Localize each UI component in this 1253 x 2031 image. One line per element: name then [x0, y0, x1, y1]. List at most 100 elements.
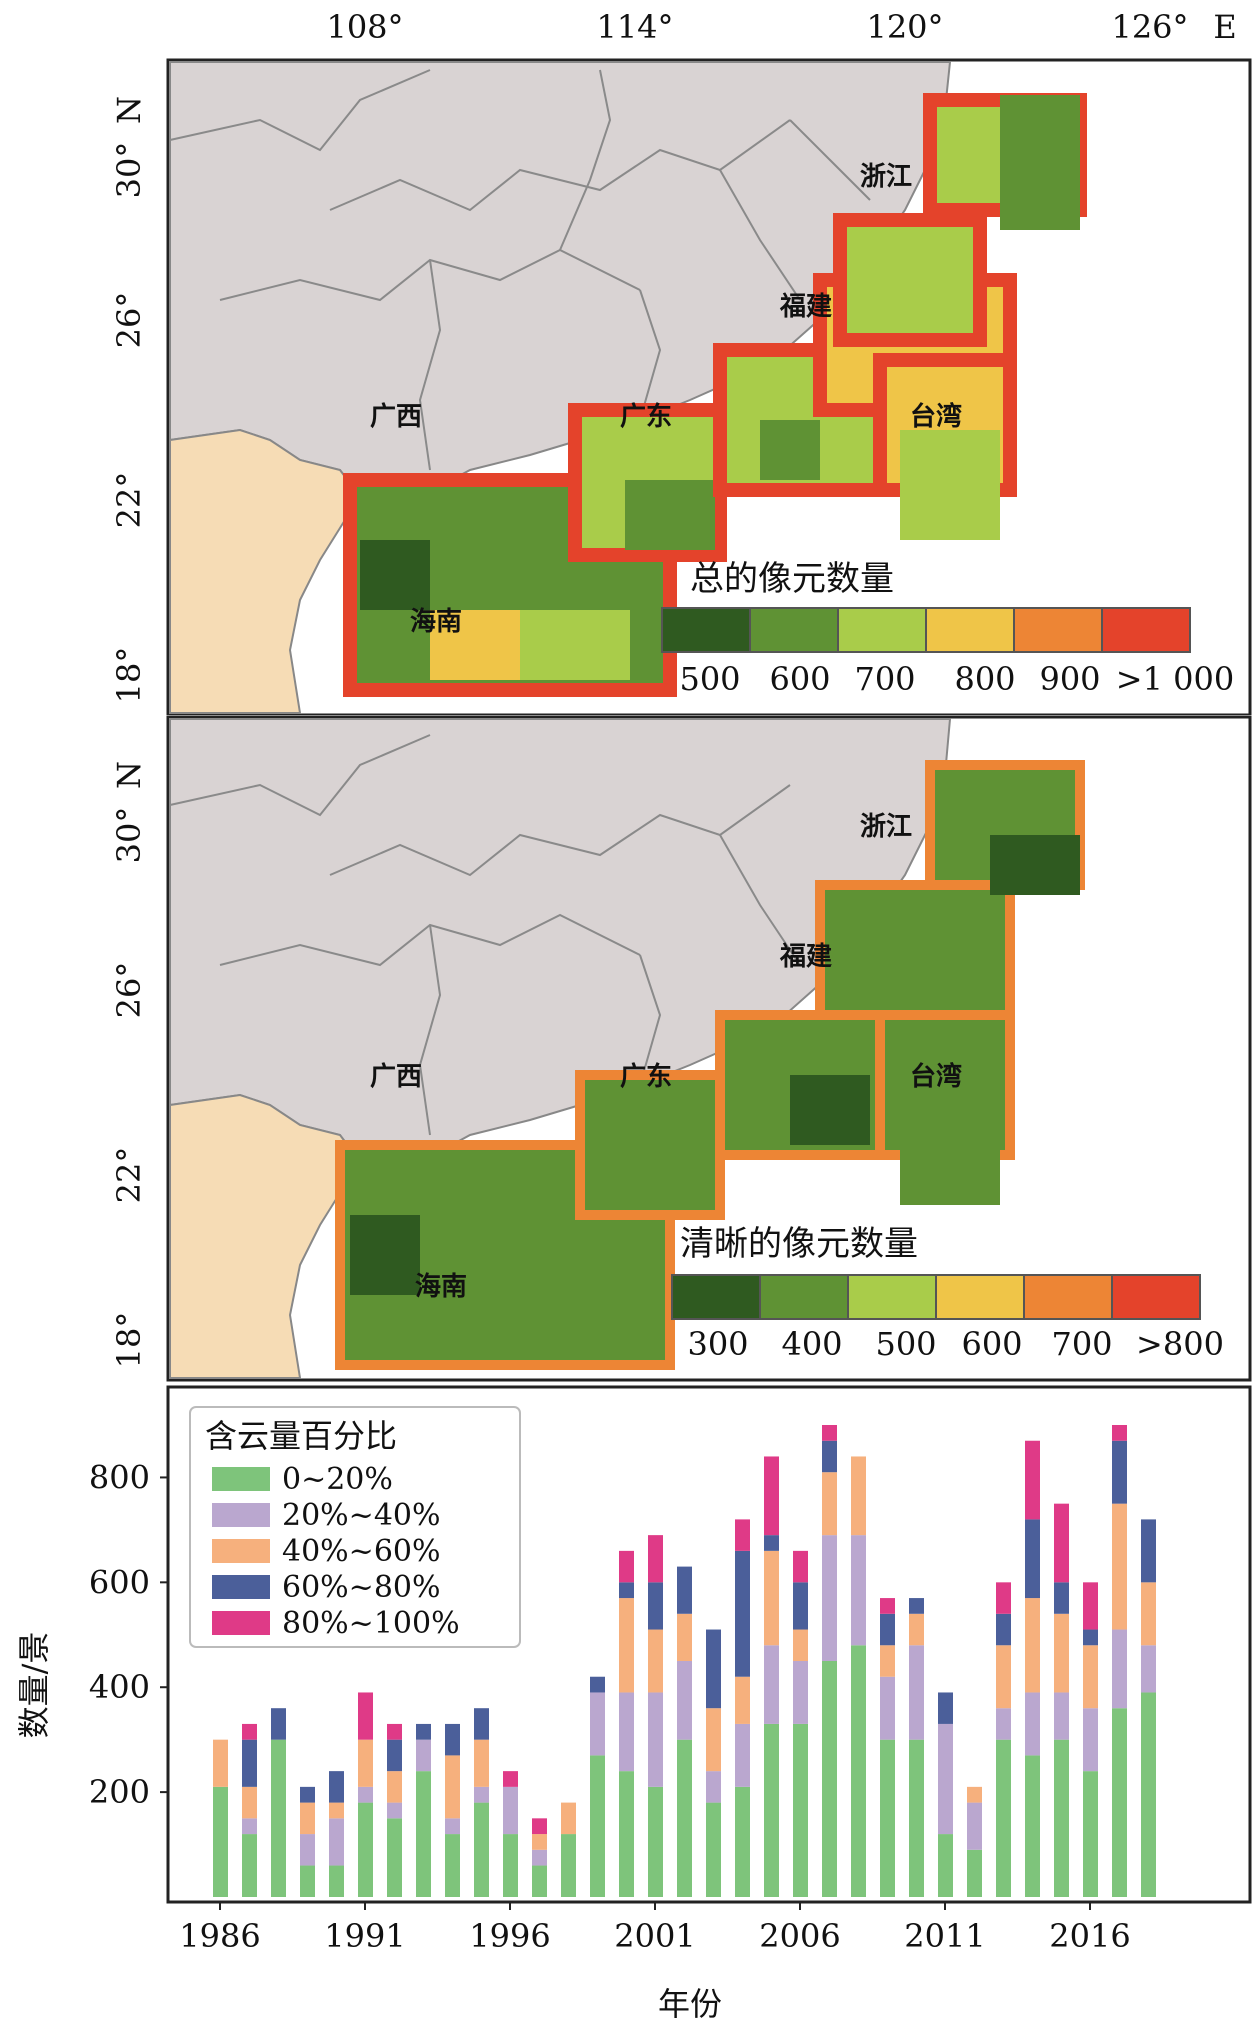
province-label-hainan: 海南 [415, 1272, 467, 1302]
bar-segment [1054, 1692, 1069, 1740]
bar-segment [764, 1550, 779, 1646]
bar-segment [1083, 1582, 1098, 1630]
bar-segment [358, 1739, 373, 1787]
bar-segment [938, 1692, 953, 1724]
bar-segment [706, 1708, 721, 1772]
bar-segment [1141, 1519, 1156, 1583]
bar-segment [735, 1786, 750, 1897]
bar-segment [445, 1755, 460, 1819]
bar-segment [880, 1676, 895, 1740]
bar-segment [996, 1708, 1011, 1740]
lat-tick-label: 26° [110, 292, 148, 349]
bar-segment [416, 1723, 431, 1740]
bar-segment [735, 1676, 750, 1724]
landsat-tiles [343, 93, 1087, 697]
province-label-guangxi: 广西 [370, 1062, 422, 1092]
bar-segment [793, 1661, 808, 1724]
legend-entry: 20%~40% [282, 1498, 441, 1533]
province-label-guangdong: 广东 [620, 1061, 672, 1092]
bar-segment [358, 1802, 373, 1897]
bar-segment [1025, 1755, 1040, 1897]
cloud-cover-stacked-bar-chart: 200 400 600 800 1986 1991 1996 2001 2006 2011 201… [15, 1385, 1252, 2023]
legend-label: 600 [961, 1325, 1022, 1363]
bar-segment [1141, 1692, 1156, 1897]
bar-segment [242, 1723, 257, 1740]
landsat-tiles [335, 760, 1085, 1370]
bar-segment [242, 1834, 257, 1897]
lat-ticks: N 30° 26° 22° 18° [110, 761, 148, 1368]
bar-segment [967, 1802, 982, 1850]
bar-segment [213, 1739, 228, 1787]
bar-segment [880, 1613, 895, 1646]
y-axis-label: 数量/景 [15, 1632, 53, 1739]
legend-color-box [1101, 607, 1191, 653]
lat-tick-label: 22° [110, 472, 148, 529]
bar-segment [474, 1739, 489, 1787]
legend-entry: 0~20% [282, 1462, 393, 1497]
bar-segment [445, 1818, 460, 1835]
legend-entry: 60%~80% [282, 1570, 441, 1605]
bar-segment [648, 1786, 663, 1897]
legend-color-box [671, 1274, 761, 1320]
bar-segment [503, 1834, 518, 1897]
province-label-fujian: 福建 [779, 942, 832, 972]
bar-segment [1054, 1582, 1069, 1614]
bar-segment [1054, 1739, 1069, 1897]
bar-segment [793, 1550, 808, 1583]
bar-segment [358, 1692, 373, 1740]
bar-segment [677, 1661, 692, 1740]
bar-segment [271, 1708, 286, 1740]
bar-segment [1083, 1771, 1098, 1897]
bar-segment [648, 1535, 663, 1583]
lat-tick-label: 30° [110, 807, 148, 864]
bar-segment [532, 1865, 547, 1897]
legend-clear: 清晰的像元数量 300 400 500 600 700 >800 [671, 1224, 1224, 1363]
legend-label: >1 000 [1116, 660, 1234, 698]
lon-unit-label: E [1213, 8, 1236, 46]
bar-segment [387, 1739, 402, 1772]
bar-segment [909, 1739, 924, 1897]
legend-color-box [759, 1274, 849, 1320]
bar-segment [793, 1582, 808, 1630]
bar-segment [590, 1676, 605, 1693]
bar-segment [532, 1849, 547, 1866]
legend-label: >800 [1136, 1325, 1224, 1363]
bar-segment [938, 1834, 953, 1897]
bar-segment [1025, 1519, 1040, 1599]
bar-segment [1025, 1440, 1040, 1520]
bar-segment [561, 1802, 576, 1835]
province-label-guangxi: 广西 [370, 402, 422, 432]
bar-segment [648, 1692, 663, 1787]
province-label-fujian: 福建 [779, 292, 832, 322]
bar-segment [706, 1802, 721, 1897]
x-tick-label: 1986 [179, 1917, 260, 1955]
bar-segment [909, 1645, 924, 1740]
bar-segment [996, 1582, 1011, 1614]
bar-segment [822, 1661, 837, 1897]
bar-segment [329, 1818, 344, 1866]
y-axis: 200 400 600 800 [89, 1458, 168, 1811]
bar-segment [822, 1440, 837, 1473]
bar-segment [706, 1771, 721, 1803]
bar-segment [474, 1802, 489, 1897]
bar-segment [880, 1645, 895, 1677]
bar-segment [1112, 1440, 1127, 1504]
legend-title: 含云量百分比 [205, 1417, 397, 1455]
bar-segment [706, 1629, 721, 1709]
bar-segment [416, 1771, 431, 1897]
bar-segment [1083, 1708, 1098, 1772]
bar-segment [822, 1425, 837, 1441]
x-tick-label: 2016 [1049, 1917, 1130, 1955]
bar-segment [329, 1771, 344, 1803]
x-tick-label: 1991 [324, 1917, 405, 1955]
bar-segment [503, 1786, 518, 1835]
legend-color-box [935, 1274, 1025, 1320]
bar-segment [851, 1535, 866, 1646]
bar-segment [851, 1456, 866, 1536]
bar-segment [1112, 1708, 1127, 1897]
bar-segment [1025, 1598, 1040, 1693]
bar-segment [851, 1645, 866, 1897]
total-pixel-count-map: 浙江 福建 广东 广西 台湾 海南 108° 114° 120° 126° E … [110, 8, 1252, 715]
bar-segment [996, 1645, 1011, 1709]
bar-segment [764, 1535, 779, 1551]
